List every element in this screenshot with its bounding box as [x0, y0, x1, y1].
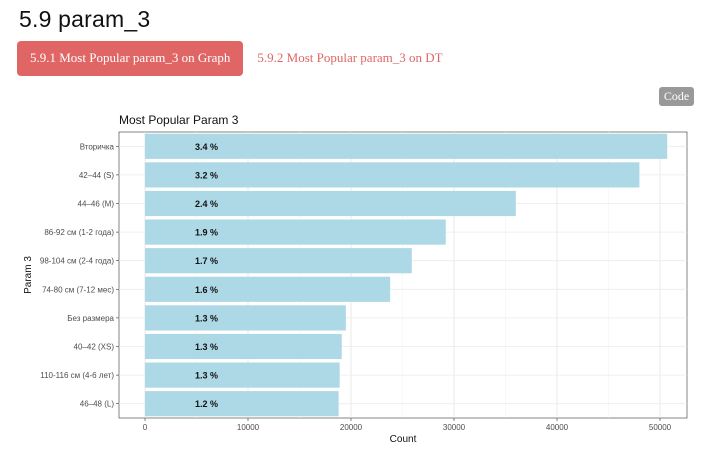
bar-value-label: 1.3 %	[195, 342, 218, 352]
bar-value-label: 3.4 %	[195, 142, 218, 152]
bar-value-label: 1.9 %	[195, 228, 218, 238]
x-tick-label: 20000	[340, 423, 363, 432]
y-tick-labels: Вторичка 42–44 (S) 44–46 (M) 86-92 см (1-2 …	[40, 142, 119, 409]
tab-bar: 5.9.1 Most Popular param_3 on Graph 5.9.…	[17, 41, 455, 76]
bar	[145, 162, 640, 188]
y-tick-label: 46–48 (L)	[80, 400, 115, 409]
bars: 3.4 % 3.2 % 2.4 % 1.9 % 1.7 % 1.6 % 1.3 % 1.3 %…	[145, 133, 668, 417]
bar-value-label: 1.7 %	[195, 256, 218, 266]
bar	[145, 305, 346, 331]
bar-value-label: 1.3 %	[195, 313, 218, 323]
y-tick-label: 44–46 (M)	[78, 200, 115, 209]
x-tick-label: 40000	[546, 423, 569, 432]
x-tick-label: 10000	[237, 423, 260, 432]
bar-value-label: 1.3 %	[195, 371, 218, 381]
y-tick-label: 98-104 см (2-4 года)	[40, 257, 114, 266]
bar	[145, 248, 412, 274]
y-tick-label: 86-92 см (1-2 года)	[44, 228, 114, 237]
bar	[145, 333, 342, 360]
chart-title: Most Popular Param 3	[119, 113, 239, 127]
bar	[145, 219, 446, 245]
tab-most-popular-graph[interactable]: 5.9.1 Most Popular param_3 on Graph	[17, 41, 244, 76]
bar-value-label: 2.4 %	[195, 199, 218, 209]
bar-value-label: 3.2 %	[195, 170, 218, 180]
bar	[145, 190, 516, 217]
bar-value-label: 1.2 %	[195, 399, 218, 409]
bar-value-label: 1.6 %	[195, 285, 218, 295]
y-axis-title: Param 3	[23, 256, 34, 294]
bar	[145, 276, 391, 302]
x-tick-label: 50000	[649, 423, 672, 432]
y-tick-label: 110-116 см (4-6 лет)	[40, 371, 114, 380]
section-heading: 5.9 param_3	[19, 6, 151, 32]
bar	[145, 362, 340, 388]
bar	[145, 391, 339, 417]
tab-most-popular-dt[interactable]: 5.9.2 Most Popular param_3 on DT	[257, 50, 443, 65]
y-tick-label: Вторичка	[80, 142, 115, 151]
x-axis-title: Count	[390, 434, 417, 445]
y-tick-label: 74-80 см (7-12 мес)	[42, 285, 114, 294]
x-tick-labels: 0 10000 20000 30000 40000 50000	[143, 418, 672, 432]
x-tick-label: 0	[143, 423, 148, 432]
y-tick-label: 42–44 (S)	[79, 171, 114, 180]
code-button[interactable]: Code	[659, 87, 694, 106]
bar	[145, 133, 668, 159]
y-tick-label: Без размера	[67, 314, 114, 323]
x-tick-label: 30000	[443, 423, 466, 432]
y-tick-label: 40–42 (XS)	[74, 343, 115, 352]
